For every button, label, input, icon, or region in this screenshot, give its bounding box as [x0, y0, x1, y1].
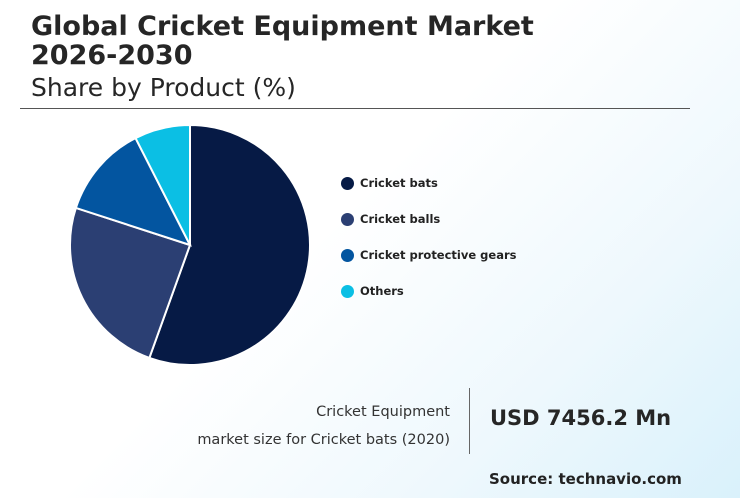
- chart-title: Global Cricket Equipment Market 2026-203…: [31, 11, 534, 71]
- chart-subtitle: Share by Product (%): [31, 73, 296, 102]
- legend-item-others: Others: [341, 282, 516, 300]
- legend-label-others: Others: [360, 284, 404, 298]
- market-size-value: USD 7456.2 Mn: [490, 406, 672, 430]
- pie-slice-protective-gears: [74, 136, 192, 247]
- pie-slice-cricket-bats: [148, 123, 311, 366]
- pie-slice-others: [134, 123, 191, 246]
- legend-item-protective-gears: Cricket protective gears: [341, 246, 516, 264]
- legend-item-cricket-bats: Cricket bats: [341, 174, 516, 192]
- title-divider: [20, 108, 690, 109]
- legend-item-cricket-balls: Cricket balls: [341, 210, 516, 228]
- callout-divider: [469, 388, 470, 454]
- legend-label-protective-gears: Cricket protective gears: [360, 248, 517, 262]
- legend-swatch-cricket-balls: [341, 212, 354, 226]
- caption-line-2: market size for Cricket bats (2020): [197, 432, 450, 448]
- legend-swatch-cricket-bats: [341, 176, 354, 190]
- pie-slice-cricket-balls: [69, 206, 192, 360]
- market-size-caption: Cricket Equipment market size for Cricke…: [197, 398, 450, 454]
- legend-swatch-others: [341, 284, 354, 298]
- legend-label-cricket-balls: Cricket balls: [360, 212, 441, 226]
- caption-line-1: Cricket Equipment: [316, 404, 450, 420]
- legend-swatch-protective-gears: [341, 248, 354, 262]
- legend-label-cricket-bats: Cricket bats: [360, 176, 438, 190]
- legend: Cricket bats Cricket balls Cricket prote…: [341, 174, 516, 318]
- source-credit: Source: technavio.com: [489, 470, 682, 488]
